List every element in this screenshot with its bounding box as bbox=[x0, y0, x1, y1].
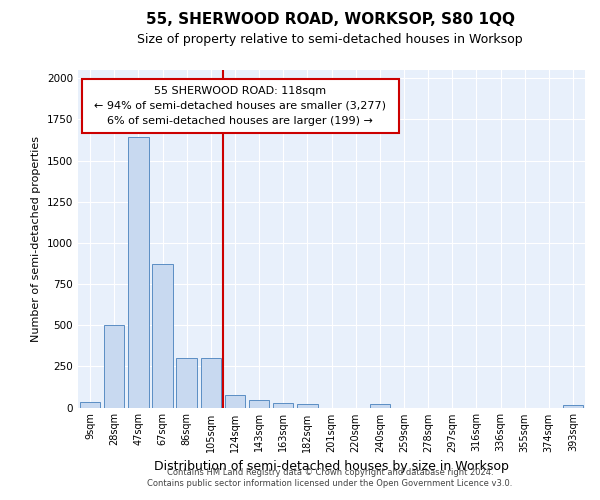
Text: Contains HM Land Registry data © Crown copyright and database right 2024.
Contai: Contains HM Land Registry data © Crown c… bbox=[148, 468, 512, 487]
Bar bbox=[104, 325, 124, 407]
Bar bbox=[152, 264, 173, 408]
Y-axis label: Number of semi-detached properties: Number of semi-detached properties bbox=[31, 136, 41, 342]
Bar bbox=[273, 402, 293, 407]
Bar bbox=[224, 395, 245, 407]
Bar bbox=[370, 404, 390, 407]
Text: Size of property relative to semi-detached houses in Worksop: Size of property relative to semi-detach… bbox=[137, 32, 523, 46]
Bar bbox=[80, 402, 100, 407]
Bar bbox=[297, 404, 317, 407]
FancyBboxPatch shape bbox=[82, 79, 399, 132]
Bar bbox=[176, 358, 197, 408]
Bar bbox=[200, 358, 221, 408]
Text: 6% of semi-detached houses are larger (199) →: 6% of semi-detached houses are larger (1… bbox=[107, 116, 373, 126]
Bar bbox=[249, 400, 269, 407]
Text: 55 SHERWOOD ROAD: 118sqm: 55 SHERWOOD ROAD: 118sqm bbox=[154, 86, 326, 96]
Bar bbox=[128, 138, 149, 407]
Text: ← 94% of semi-detached houses are smaller (3,277): ← 94% of semi-detached houses are smalle… bbox=[94, 101, 386, 111]
X-axis label: Distribution of semi-detached houses by size in Worksop: Distribution of semi-detached houses by … bbox=[154, 460, 509, 473]
Text: 55, SHERWOOD ROAD, WORKSOP, S80 1QQ: 55, SHERWOOD ROAD, WORKSOP, S80 1QQ bbox=[146, 12, 515, 28]
Bar bbox=[563, 405, 583, 407]
